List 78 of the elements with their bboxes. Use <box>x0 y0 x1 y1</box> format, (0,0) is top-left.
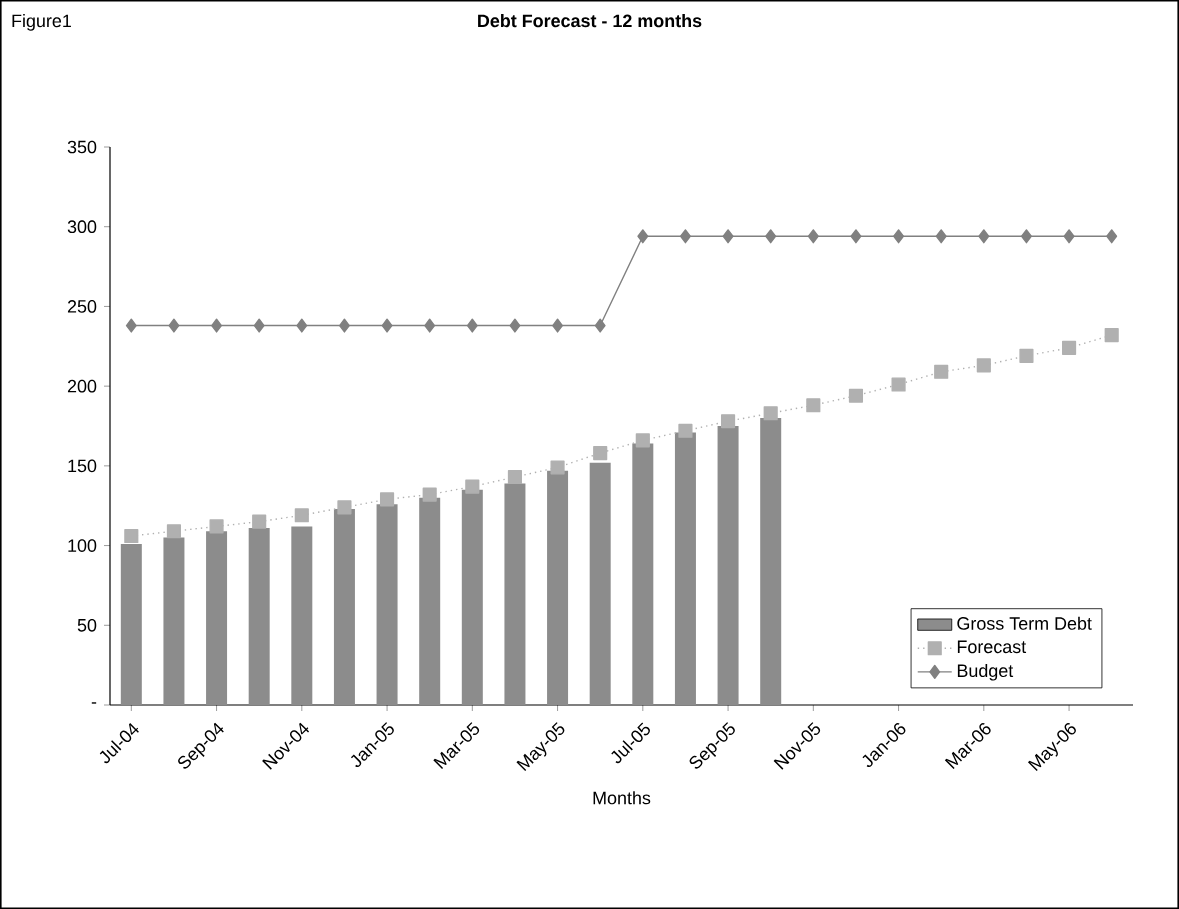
point <box>211 318 223 333</box>
y-tick-label: 200 <box>67 379 97 393</box>
point <box>379 492 395 507</box>
legend-label: Budget <box>957 663 1014 681</box>
point <box>1063 229 1075 244</box>
point <box>593 446 608 461</box>
point <box>935 229 947 244</box>
bar <box>120 543 142 705</box>
point <box>1020 229 1032 244</box>
point <box>637 229 649 244</box>
x-axis-title: Months <box>593 791 651 805</box>
point <box>337 500 352 515</box>
point <box>465 479 480 494</box>
bar <box>717 426 739 705</box>
bar <box>376 504 398 705</box>
point <box>594 318 606 333</box>
point <box>679 229 691 244</box>
point <box>850 229 862 244</box>
legend-label: Forecast <box>957 640 1027 654</box>
point <box>763 406 778 421</box>
bar <box>674 432 696 705</box>
point <box>209 519 224 534</box>
bar <box>248 528 270 705</box>
point <box>166 524 182 539</box>
bar <box>461 489 483 705</box>
point <box>338 318 350 333</box>
bar <box>760 418 782 705</box>
bar <box>163 537 185 705</box>
y-tick-label: 50 <box>77 618 97 632</box>
caption: Figure1 <box>12 14 71 31</box>
bar <box>547 470 569 705</box>
point <box>893 229 905 244</box>
y-tick-label: 100 <box>68 539 97 552</box>
point <box>678 423 693 438</box>
point <box>765 229 777 244</box>
point <box>807 229 819 244</box>
legend-label: Gross Term Debt <box>957 616 1092 630</box>
y-tick-label: 300 <box>67 220 97 234</box>
bar <box>589 462 611 705</box>
point <box>168 318 180 333</box>
point <box>466 318 478 333</box>
point <box>124 528 139 544</box>
point <box>978 229 990 244</box>
y-tick-label: 350 <box>67 140 97 154</box>
point <box>720 414 736 429</box>
point <box>252 514 267 529</box>
point <box>891 377 906 392</box>
bar <box>206 531 228 705</box>
point <box>125 318 137 333</box>
bar <box>504 483 526 705</box>
bar <box>333 508 355 705</box>
point <box>422 487 437 502</box>
point <box>934 364 949 379</box>
point <box>424 318 436 333</box>
bar <box>291 526 313 705</box>
point <box>509 318 521 333</box>
point <box>635 433 650 448</box>
point <box>1104 328 1119 343</box>
chart-title: Debt Forecast - 12 months <box>478 14 702 28</box>
point <box>1106 229 1118 244</box>
point <box>550 460 565 475</box>
point <box>848 388 864 403</box>
y-tick-label: 250 <box>67 300 97 313</box>
point <box>1062 340 1077 355</box>
y-tick-label: 150 <box>68 459 97 473</box>
bar <box>419 497 441 705</box>
point <box>294 508 309 523</box>
point <box>381 318 393 333</box>
y-tick-label: - <box>91 702 97 704</box>
point <box>722 229 734 244</box>
point <box>552 318 564 333</box>
point <box>507 469 523 485</box>
point <box>253 318 265 333</box>
bar <box>632 443 654 705</box>
point <box>1019 348 1034 363</box>
point <box>976 358 991 373</box>
point <box>806 398 821 413</box>
point <box>296 318 308 333</box>
